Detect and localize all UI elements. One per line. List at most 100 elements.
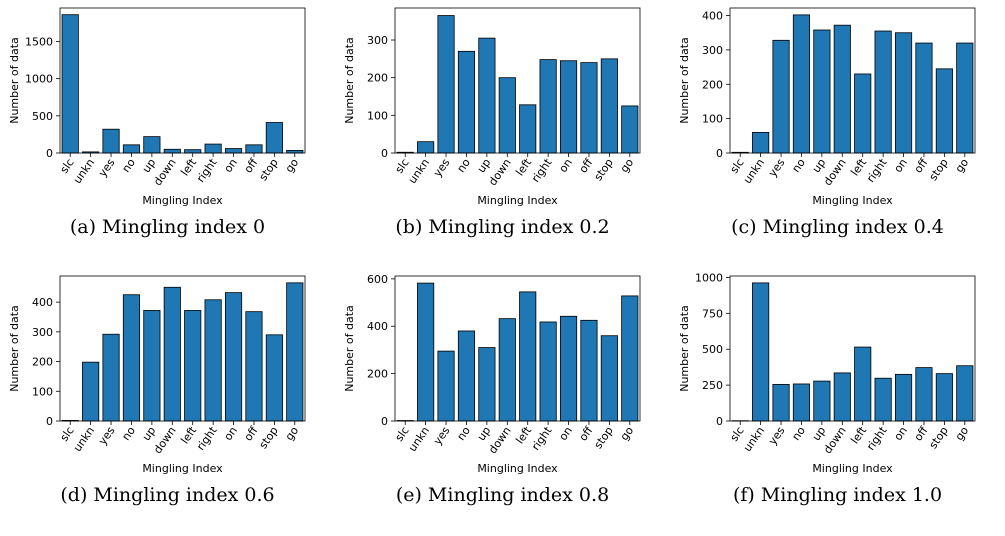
y-axis-label-f: Number of data — [678, 305, 691, 392]
bar-d-up — [143, 310, 161, 422]
x-tick-label-a-unkn: unkn — [71, 156, 97, 186]
x-tick-label-a-yes: yes — [96, 156, 118, 179]
bar-a-slc — [61, 14, 79, 154]
x-tick-label-d-stop: stop — [257, 424, 281, 451]
bar-c-go — [956, 42, 974, 154]
x-tick-label-f-up: up — [810, 424, 829, 443]
bar-b-unkn — [417, 141, 435, 154]
x-tick-label-f-stop: stop — [927, 424, 951, 451]
bars-a — [61, 14, 304, 154]
bar-e-off — [580, 319, 598, 422]
bar-d-right — [204, 299, 222, 422]
bar-a-on — [224, 148, 243, 154]
x-tick-label-b-on: on — [556, 156, 575, 175]
y-axis-label-b: Number of data — [343, 37, 356, 124]
y-tick-label-c: 400 — [702, 10, 723, 23]
x-tick-label-d-on: on — [221, 424, 240, 443]
x-tick-label-b-no: no — [454, 156, 473, 175]
x-tick-label-a-stop: stop — [257, 156, 281, 183]
x-tick-label-c-unkn: unkn — [741, 156, 767, 186]
x-tick-label-a-up: up — [140, 156, 159, 175]
bar-f-off — [915, 367, 933, 422]
bar-a-no — [122, 144, 141, 154]
bar-a-yes — [102, 128, 120, 154]
x-tick-label-e-unkn: unkn — [406, 424, 432, 454]
bar-b-right — [539, 59, 557, 154]
x-tick-label-e-down: down — [486, 424, 514, 456]
y-ticks-d: 0 100 200 300 400 — [32, 296, 60, 428]
y-tick-label-c: 0 — [716, 147, 723, 160]
panel-b: 0 100 200 300 slc unkn yes no up down left right on o… — [335, 0, 670, 268]
y-tick-label-c: 100 — [702, 113, 723, 126]
bar-e-go — [621, 295, 639, 422]
bar-e-yes — [437, 350, 455, 422]
bars-d — [61, 282, 304, 422]
bar-b-on — [559, 60, 578, 154]
axes-frame-e — [394, 275, 641, 422]
bar-c-yes — [772, 39, 790, 154]
x-tick-label-c-down: down — [821, 156, 849, 188]
x-tick-label-a-no: no — [119, 156, 138, 175]
x-tick-label-f-yes: yes — [766, 424, 788, 447]
bar-d-stop — [265, 334, 283, 422]
bars-c — [731, 14, 974, 154]
caption-f: (f) Mingling index 1.0 — [732, 484, 943, 506]
x-tick-label-b-go: go — [618, 156, 637, 175]
y-ticks-c: 0 100 200 300 400 — [702, 10, 730, 160]
y-tick-label-a: 1000 — [25, 73, 53, 86]
bar-a-left — [184, 149, 202, 154]
x-tick-label-e-no: no — [454, 424, 473, 443]
bar-b-yes — [437, 15, 455, 154]
bar-f-no — [792, 383, 811, 422]
bar-d-yes — [102, 333, 120, 422]
y-tick-label-a: 500 — [32, 110, 53, 123]
bar-e-on — [559, 315, 578, 422]
bar-a-up — [143, 136, 161, 154]
x-axis-label-a: Mingling Index — [142, 194, 223, 207]
x-tick-label-e-go: go — [618, 424, 637, 443]
bar-f-left — [854, 346, 872, 422]
x-tick-label-b-yes: yes — [431, 156, 453, 179]
y-tick-label-a: 0 — [46, 147, 53, 160]
bar-f-stop — [935, 373, 953, 422]
x-tick-label-b-down: down — [486, 156, 514, 188]
bar-c-down — [833, 24, 851, 154]
y-axis-label-c: Number of data — [678, 37, 691, 124]
bar-e-right — [539, 321, 557, 422]
caption-b: (b) Mingling index 0.2 — [395, 216, 610, 238]
x-tick-label-d-down: down — [151, 424, 179, 456]
x-tick-label-b-up: up — [475, 156, 494, 175]
bar-b-left — [519, 104, 537, 154]
x-tick-label-d-right: right — [194, 424, 220, 453]
bar-f-yes — [772, 383, 790, 422]
x-tick-label-e-stop: stop — [592, 424, 616, 451]
axes-frame-c — [729, 7, 976, 154]
bar-e-left — [519, 291, 537, 422]
caption-a: (a) Mingling index 0 — [69, 216, 266, 238]
x-tick-label-d-yes: yes — [96, 424, 118, 447]
x-tick-label-b-unkn: unkn — [406, 156, 432, 186]
panel-d: 0 100 200 300 400 slc unkn yes no up down left right… — [0, 268, 335, 536]
bar-c-up — [813, 29, 831, 154]
panel-a: 0 500 1000 1500 slc unkn yes no up down left right o… — [0, 0, 335, 268]
bar-d-go — [286, 282, 304, 422]
y-tick-label-f: 250 — [702, 379, 723, 392]
panel-f: 0 250 500 750 1000 slc unkn yes no up down left righ… — [670, 268, 1005, 536]
y-tick-label-f: 1000 — [695, 271, 723, 284]
x-tick-label-d-unkn: unkn — [71, 424, 97, 454]
x-tick-label-c-go: go — [953, 156, 972, 175]
y-tick-label-f: 750 — [702, 307, 723, 320]
bar-f-down — [833, 372, 851, 422]
x-tick-label-c-no: no — [789, 156, 808, 175]
x-tick-label-a-go: go — [283, 156, 302, 175]
y-tick-label-f: 500 — [702, 343, 723, 356]
x-tick-label-f-go: go — [953, 424, 972, 443]
bar-d-no — [122, 294, 141, 422]
bar-f-up — [813, 380, 831, 422]
bar-c-on — [894, 32, 913, 154]
